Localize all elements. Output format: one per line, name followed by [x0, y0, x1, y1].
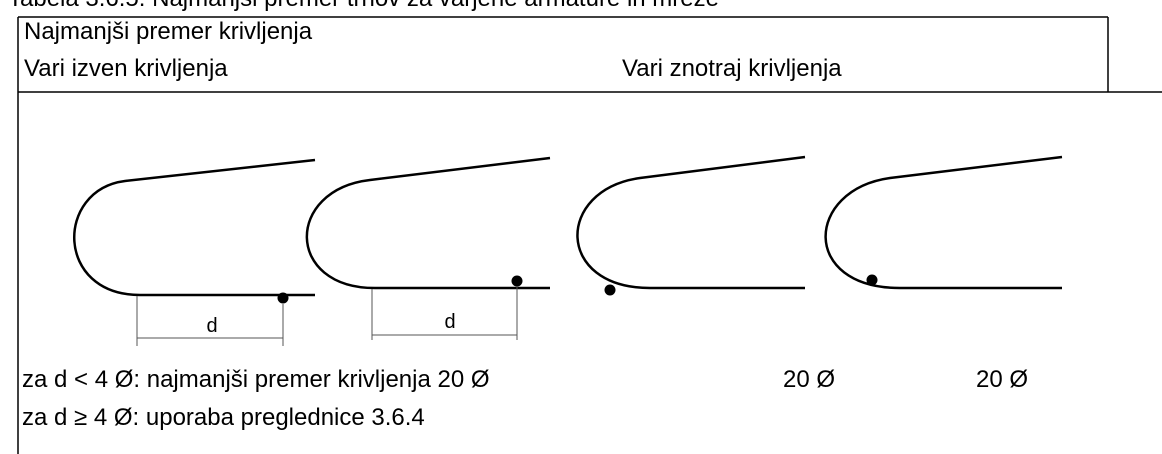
dimension-label: d: [206, 315, 217, 337]
note: 20 Ø: [976, 366, 1029, 393]
caption: Tabela 3.6.5: Najmanjši premer trnov za …: [8, 0, 719, 13]
column-header: Vari izven krivljenja: [24, 55, 228, 82]
dimensions: [136, 287, 518, 346]
welds: [277, 274, 878, 304]
header-title: Najmanjši premer krivljenja: [24, 18, 313, 45]
dimension-label: d: [444, 311, 455, 333]
bends: [72, 155, 1063, 297]
table-borders: [17, 16, 1162, 454]
column-header: Vari znotraj krivljenja: [622, 55, 842, 82]
note: 20 Ø: [783, 366, 836, 393]
note: za d ≥ 4 Ø: uporaba preglednice 3.6.4: [22, 404, 425, 431]
note: za d < 4 Ø: najmanjši premer krivljenja …: [22, 366, 490, 393]
